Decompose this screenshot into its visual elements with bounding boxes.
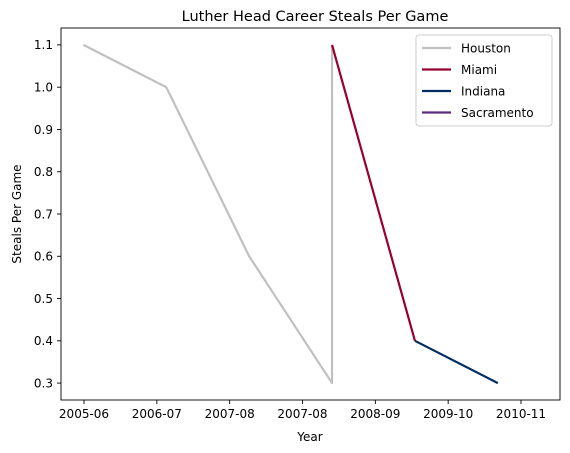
x-tick-label: 2008-09 bbox=[350, 407, 400, 421]
legend-label-miami: Miami bbox=[461, 63, 497, 77]
legend-label-sacramento: Sacramento bbox=[461, 106, 534, 120]
x-axis-label: Year bbox=[296, 430, 322, 444]
plot-area bbox=[82, 43, 499, 385]
x-tick-label: 2009-10 bbox=[423, 407, 473, 421]
series-line-indiana bbox=[414, 339, 499, 385]
legend-label-houston: Houston bbox=[461, 41, 511, 55]
y-axis-ticks: 0.3 0.4 0.5 0.6 0.7 0.8 0.9 1.0 1.1 bbox=[34, 38, 61, 390]
x-tick-label: 2010-11 bbox=[496, 407, 546, 421]
chart-title: Luther Head Career Steals Per Game bbox=[182, 9, 449, 25]
x-tick-label: 2006-07 bbox=[132, 407, 182, 421]
legend-box bbox=[415, 34, 553, 127]
x-tick-label: 2007-08 bbox=[277, 407, 327, 421]
series-line-houston bbox=[82, 43, 334, 385]
legend: Houston Miami Indiana Sacramento bbox=[415, 34, 553, 127]
x-tick-label: 2007-08 bbox=[205, 407, 255, 421]
x-tick-label: 2005-06 bbox=[59, 407, 109, 421]
y-tick-label: 1.1 bbox=[34, 38, 53, 52]
x-axis-ticks: 2005-06 2006-07 2007-08 2007-08 2008-09 2009-… bbox=[59, 400, 546, 421]
y-tick-label: 0.4 bbox=[34, 334, 53, 348]
y-tick-label: 0.8 bbox=[34, 165, 53, 179]
y-tick-label: 0.9 bbox=[34, 123, 53, 137]
y-tick-label: 0.6 bbox=[34, 250, 53, 264]
y-tick-label: 0.5 bbox=[34, 292, 53, 306]
y-tick-label: 0.3 bbox=[34, 376, 53, 390]
legend-label-indiana: Indiana bbox=[461, 84, 505, 98]
y-axis-label: Steals Per Game bbox=[10, 164, 24, 263]
series-line-miami bbox=[330, 44, 417, 342]
y-tick-label: 0.7 bbox=[34, 207, 53, 221]
y-tick-label: 1.0 bbox=[34, 80, 53, 94]
